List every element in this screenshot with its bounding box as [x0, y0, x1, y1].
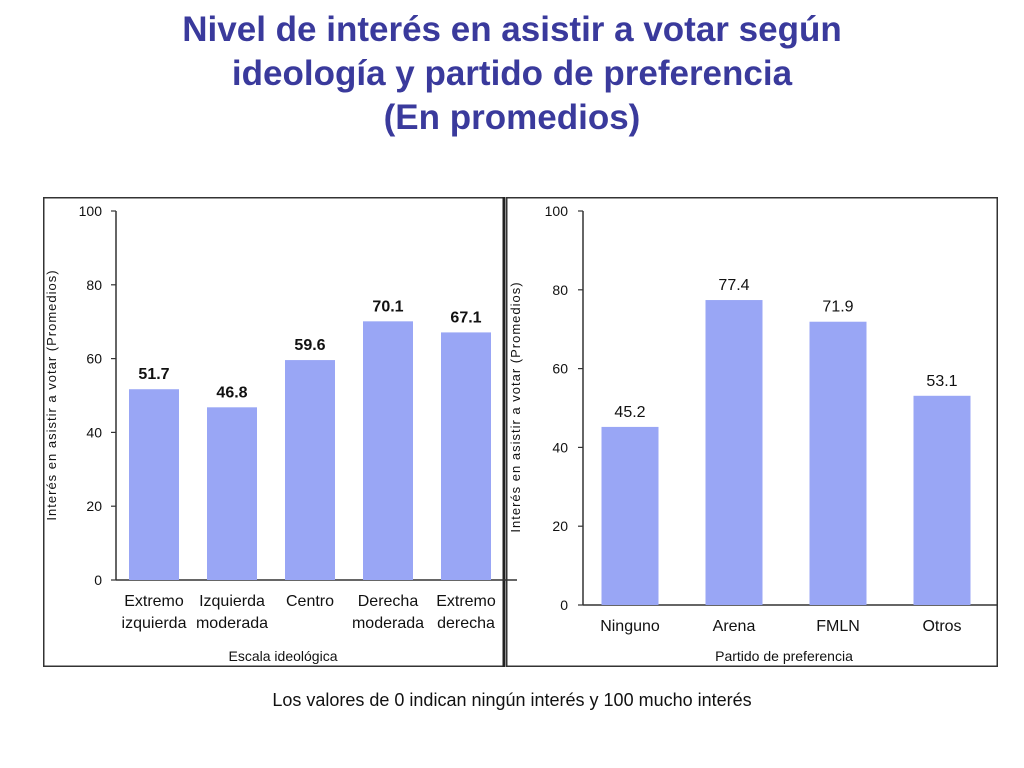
chart2-category-label: Otros: [922, 618, 961, 635]
chart1-value-label: 59.6: [294, 337, 325, 354]
title-line-3: (En promedios): [383, 98, 641, 137]
chart1-category-label: Derecha: [358, 593, 419, 610]
chart2-bar: [705, 300, 763, 605]
chart2-bar: [601, 426, 659, 605]
slide-title: Nivel de interés en asistir a votar segú…: [0, 8, 1024, 140]
chart1-y-axis-title: Interés en asistir a votar (Promedios): [44, 269, 59, 520]
chart2-x-axis-title: Partido de preferencia: [715, 648, 853, 664]
charts-svg: 0 20 40 60 80 100 Interés en asistir a votar (…: [43, 197, 998, 667]
footnote: Los valores de 0 indican ningún interés …: [272, 690, 752, 710]
chart2-value-label: 53.1: [926, 373, 957, 390]
chart1-y-tick-label: 80: [86, 277, 102, 293]
title-line-2: ideología y partido de preferencia: [231, 54, 793, 93]
chart2-y-tick-label: 20: [552, 518, 568, 534]
chart1-y-tick-label: 40: [86, 424, 102, 440]
chart1-value-label: 46.8: [216, 384, 247, 401]
chart1-value-label: 67.1: [450, 309, 481, 326]
chart1-category-label: Extremo: [436, 593, 496, 610]
chart2-y-tick-label: 40: [552, 439, 568, 455]
chart2-y-tick-label: 100: [545, 203, 569, 219]
chart2-category-label: FMLN: [816, 618, 860, 635]
chart1-x-axis-title: Escala ideológica: [229, 648, 338, 664]
chart2-value-label: 45.2: [614, 404, 645, 421]
chart1-category-label: Centro: [286, 593, 334, 610]
chart1-category-label: moderada: [196, 615, 268, 632]
chart1-bar: [363, 321, 413, 580]
chart1-bar: [285, 360, 335, 580]
chart2-category-label: Arena: [713, 618, 756, 635]
chart-frame-right: [506, 197, 998, 667]
chart1-category-label: derecha: [437, 615, 495, 632]
chart1-value-label: 51.7: [138, 366, 169, 383]
chart2-y-tick-label: 80: [552, 282, 568, 298]
chart1-y-tick-label: 20: [86, 498, 102, 514]
chart2-category-label: Ninguno: [600, 618, 660, 635]
chart2-bar: [913, 395, 971, 605]
chart1-y-tick-label: 60: [86, 351, 102, 367]
chart1-y-tick-label: 100: [79, 203, 103, 219]
chart2-value-label: 77.4: [718, 277, 749, 294]
chart1-category-label: Izquierda: [199, 593, 265, 610]
charts-panel: 0 20 40 60 80 100 Interés en asistir a votar (…: [43, 197, 998, 667]
chart1-category-label: izquierda: [122, 615, 187, 632]
chart1-bar: [441, 332, 491, 580]
chart2-y-tick-label: 60: [552, 361, 568, 377]
chart1-category-label: moderada: [352, 615, 424, 632]
chart2-bar: [809, 321, 867, 605]
chart1-category-label: Extremo: [124, 593, 184, 610]
chart1-value-label: 70.1: [372, 298, 403, 315]
title-line-1: Nivel de interés en asistir a votar segú…: [182, 10, 842, 49]
chart1-bar: [207, 407, 257, 580]
chart2-y-axis-title: Interés en asistir a votar (Promedios): [508, 281, 523, 532]
chart2-y-tick-label: 0: [560, 597, 568, 613]
chart1-y-tick-label: 0: [94, 572, 102, 588]
chart1-bar: [129, 389, 179, 580]
chart2-value-label: 71.9: [822, 299, 853, 316]
